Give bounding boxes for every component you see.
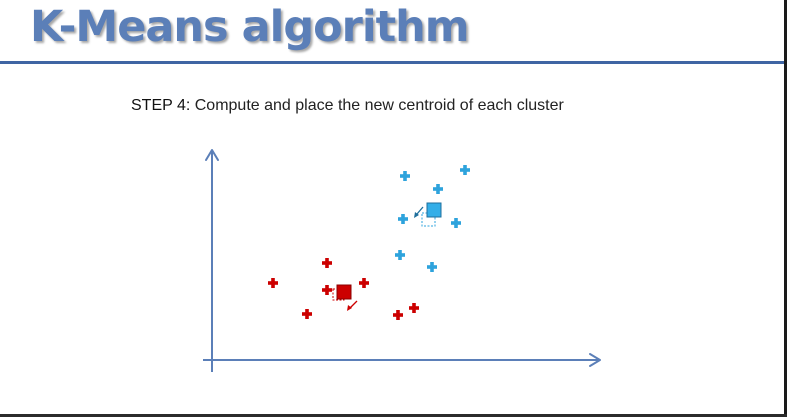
- red-data-point: [322, 285, 332, 295]
- blue-data-point: [400, 171, 410, 181]
- title-divider: [0, 61, 787, 64]
- red-data-point: [393, 310, 403, 320]
- red-data-point: [268, 278, 278, 288]
- step-caption: STEP 4: Compute and place the new centro…: [131, 97, 564, 115]
- red-new-centroid: [336, 284, 352, 300]
- blue-data-point: [395, 250, 405, 260]
- red-data-point: [302, 309, 312, 319]
- step-label: STEP 4:: [131, 97, 191, 114]
- blue-data-point: [427, 262, 437, 272]
- slide-title: K-Means algorithm: [30, 2, 470, 52]
- red-centroid-move-arrow: [347, 300, 358, 311]
- red-data-point: [409, 303, 419, 313]
- window-edge-bottom: [0, 414, 787, 417]
- blue-data-point: [460, 165, 470, 175]
- red-data-point: [322, 258, 332, 268]
- blue-data-point: [433, 184, 443, 194]
- red-data-point: [359, 278, 369, 288]
- blue-centroid-move-arrow: [414, 206, 424, 218]
- blue-cluster: [395, 165, 470, 272]
- blue-data-point: [398, 214, 408, 224]
- blue-new-centroid: [426, 202, 442, 218]
- axes: [203, 149, 601, 372]
- blue-old-centroid: [421, 212, 436, 227]
- blue-data-point: [451, 218, 461, 228]
- window-edge-right: [784, 0, 787, 417]
- x-axis-arrowhead: [589, 353, 601, 367]
- step-description: Compute and place the new centroid of ea…: [190, 97, 564, 114]
- y-axis-arrowhead: [205, 149, 219, 161]
